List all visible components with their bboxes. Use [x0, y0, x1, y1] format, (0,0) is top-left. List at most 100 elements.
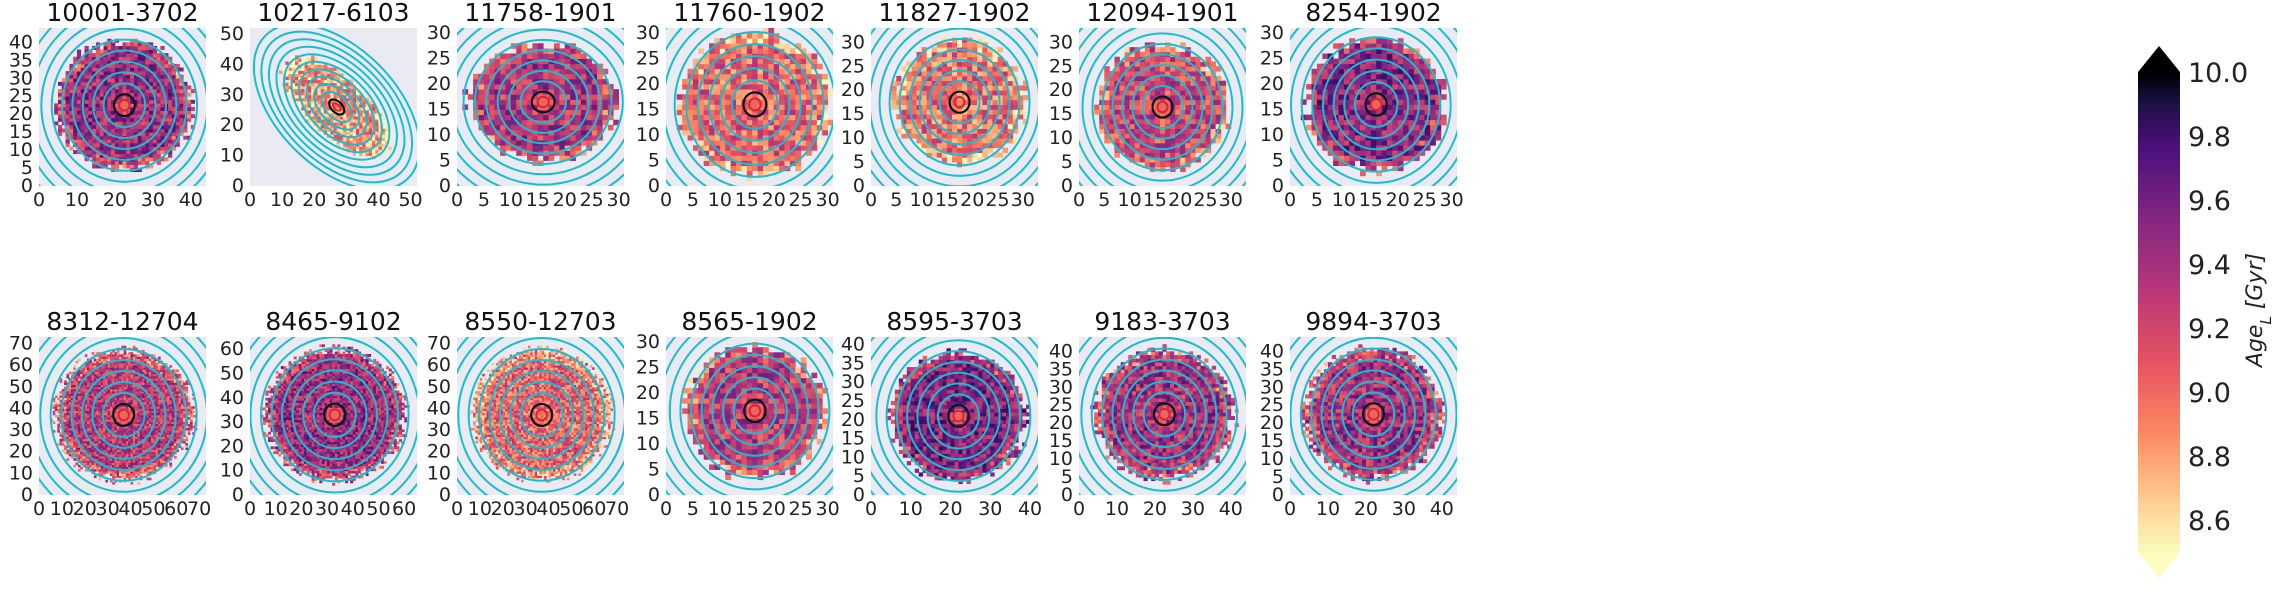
isophote-contours — [250, 337, 417, 495]
x-tick-label: 5 — [687, 498, 699, 520]
y-tick-label: 20 — [9, 103, 33, 125]
x-tick-label: 10 — [1316, 498, 1340, 520]
y-tick-label: 5 — [1272, 466, 1284, 488]
colorbar-tick-label: 8.8 — [2188, 442, 2231, 473]
isophote-contours — [1290, 337, 1457, 495]
x-tick-label: 0 — [1073, 189, 1085, 211]
x-tick-label: 10 — [65, 189, 89, 211]
x-tick-label: 20 — [762, 498, 786, 520]
x-tick-label: 20 — [491, 498, 515, 520]
y-tick-label: 30 — [9, 67, 33, 89]
y-tick-label: 5 — [853, 151, 865, 173]
y-tick-label: 60 — [220, 338, 244, 360]
x-tick-label: 25 — [789, 189, 813, 211]
x-tick-label: 30 — [1011, 189, 1035, 211]
isophote-contours — [1079, 337, 1246, 495]
colorbar-tick-label: 9.4 — [2188, 250, 2231, 281]
panel-title: 10217-6103 — [257, 0, 409, 27]
x-tick-label: 40 — [341, 498, 365, 520]
age-pixel-map — [891, 37, 1029, 168]
x-tick-label: 30 — [607, 189, 631, 211]
x-tick-label: 0 — [660, 189, 672, 211]
y-tick-label: 40 — [841, 334, 865, 356]
y-tick-label: 5 — [1272, 150, 1284, 172]
x-tick-label: 10 — [708, 189, 732, 211]
colorbar-extend-bottom — [2138, 552, 2180, 578]
x-tick-label: 60 — [164, 498, 188, 520]
y-tick-label: 30 — [841, 371, 865, 393]
y-tick-label: 30 — [841, 31, 865, 53]
colorbar-tick-label: 9.2 — [2188, 314, 2231, 345]
colorbar-tick-label: 9.6 — [2188, 186, 2231, 217]
colorbar: 10.0 9.8 9.6 9.4 9.2 9.0 8.8 8.6 AgeL [Gyr] — [2138, 46, 2275, 578]
x-tick-label: 20 — [73, 498, 97, 520]
x-tick-label: 40 — [1219, 498, 1243, 520]
x-tick-label: 20 — [938, 498, 962, 520]
x-tick-label: 20 — [103, 189, 127, 211]
panel-title: 8550-12703 — [464, 307, 616, 336]
isophote-contours — [39, 337, 206, 495]
colorbar-tick-label: 9.0 — [2188, 378, 2231, 409]
x-tick-label: 0 — [451, 189, 463, 211]
x-tick-label: 70 — [187, 498, 211, 520]
x-tick-label: 30 — [816, 498, 840, 520]
y-tick-label: 35 — [841, 352, 865, 374]
panel-title: 11758-1901 — [464, 0, 616, 27]
x-tick-label: 30 — [816, 189, 840, 211]
x-tick-label: 25 — [985, 189, 1009, 211]
x-tick-label: 20 — [302, 189, 326, 211]
y-tick-label: 15 — [841, 428, 865, 450]
y-tick-label: 0 — [232, 175, 244, 197]
y-tick-label: 25 — [636, 357, 660, 379]
y-tick-label: 0 — [1272, 484, 1284, 506]
x-tick-label: 0 — [244, 498, 256, 520]
y-tick-label: 30 — [1049, 31, 1073, 53]
x-tick-label: 30 — [514, 498, 538, 520]
y-tick-label: 15 — [1049, 430, 1073, 452]
isophote-contours — [39, 28, 206, 186]
y-tick-label: 30 — [636, 331, 660, 353]
isophote-contours — [457, 337, 624, 495]
x-tick-label: 5 — [1311, 189, 1323, 211]
y-tick-label: 30 — [1260, 376, 1284, 398]
x-tick-label: 30 — [1181, 498, 1205, 520]
y-tick-label: 15 — [636, 99, 660, 121]
age-pixel-map — [468, 345, 616, 483]
y-tick-label: 15 — [1260, 99, 1284, 121]
x-tick-label: 10 — [708, 498, 732, 520]
panel-title: 9894-3703 — [1305, 307, 1441, 336]
x-tick-label: 10 — [1105, 498, 1129, 520]
y-tick-label: 25 — [636, 48, 660, 70]
x-tick-label: 25 — [1193, 189, 1217, 211]
x-tick-label: 30 — [1219, 189, 1243, 211]
x-tick-label: 10 — [264, 498, 288, 520]
isophote-contours — [871, 28, 1038, 186]
x-tick-label: 20 — [1354, 498, 1378, 520]
x-tick-label: 5 — [1098, 189, 1110, 211]
x-tick-label: 70 — [605, 498, 629, 520]
colorbar-tick-label: 9.8 — [2188, 122, 2231, 153]
y-tick-label: 10 — [427, 124, 451, 146]
y-tick-label: 35 — [1260, 358, 1284, 380]
y-tick-label: 40 — [220, 53, 244, 75]
y-tick-label: 20 — [1260, 412, 1284, 434]
isophote-contours — [666, 337, 833, 495]
x-tick-label: 10 — [50, 498, 74, 520]
panel-title: 9183-3703 — [1094, 307, 1230, 336]
x-tick-label: 60 — [582, 498, 606, 520]
x-tick-label: 50 — [398, 189, 422, 211]
x-tick-label: 30 — [315, 498, 339, 520]
x-tick-label: 25 — [1413, 189, 1437, 211]
panel-title: 12094-1901 — [1086, 0, 1238, 27]
x-tick-label: 0 — [1073, 498, 1085, 520]
x-tick-label: 0 — [33, 498, 45, 520]
x-tick-label: 5 — [687, 189, 699, 211]
y-tick-label: 25 — [9, 85, 33, 107]
y-tick-label: 60 — [427, 354, 451, 376]
y-tick-label: 5 — [21, 157, 33, 179]
